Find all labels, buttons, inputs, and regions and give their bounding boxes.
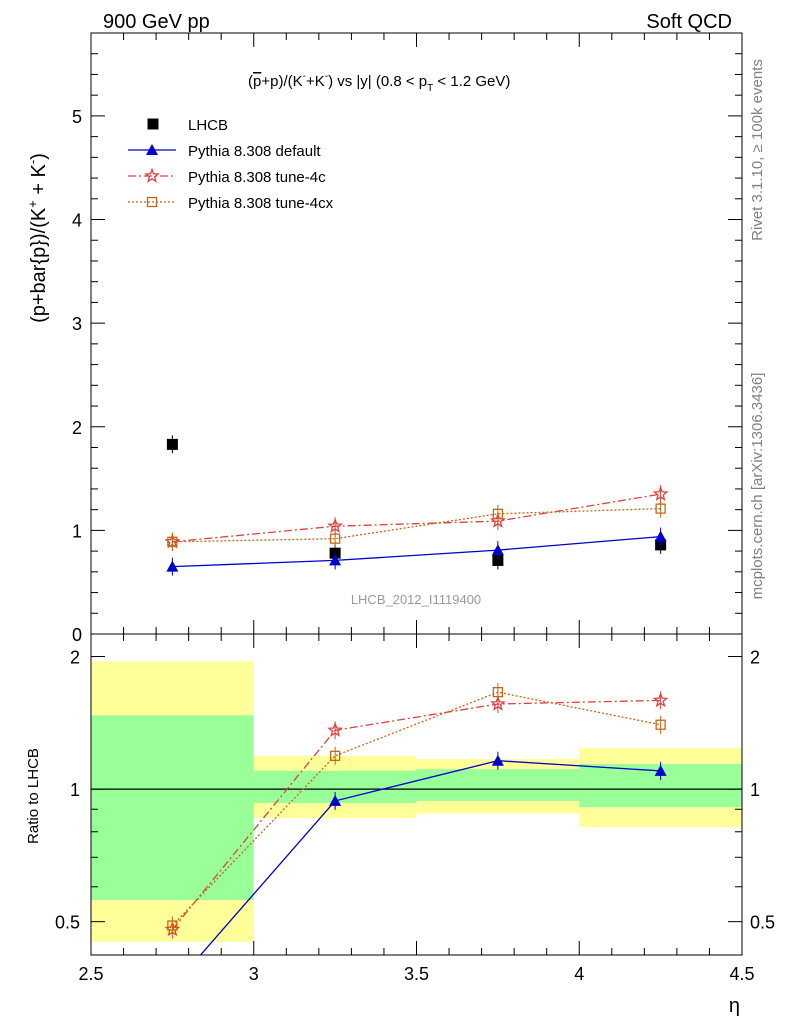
main-title: (p+p)/(K-+K-) vs |y| (0.8 < pT < 1.2 GeV… <box>248 71 510 94</box>
series-line <box>171 691 661 926</box>
mcplots-side-label: mcplots.cern.ch [arXiv:1306.3436] <box>749 373 766 600</box>
series-pythia-8-308-default <box>166 751 667 992</box>
data-point <box>652 692 669 708</box>
series-pythia-8-308-default <box>166 527 667 576</box>
series-line <box>199 760 661 955</box>
x-axis-label: η <box>729 995 740 1017</box>
main-y-tick-label-5: 5 <box>72 107 82 127</box>
main-ylabel: (p+bar{p})/(K+ + K-) <box>25 153 50 323</box>
x-tick-label-3: 3 <box>249 964 259 984</box>
svg-text:(p+p)/(K-+K-) vs |y| (0.8 < pT: (p+p)/(K-+K-) vs |y| (0.8 < pT < 1.2 GeV… <box>248 71 510 94</box>
data-point <box>167 536 178 547</box>
legend-label: LHCB <box>188 117 228 134</box>
legend-label: Pythia 8.308 tune-4cx <box>188 195 334 212</box>
svg-text:(p+bar{p})/(K+ + K-): (p+bar{p})/(K+ + K-) <box>25 153 50 323</box>
header-left: 900 GeV pp <box>103 11 210 33</box>
legend-label: Pythia 8.308 default <box>188 143 321 160</box>
data-point <box>167 920 178 931</box>
ratio-y-tick-label-right-2: 2 <box>750 648 760 668</box>
data-point <box>492 687 504 698</box>
header-right: Soft QCD <box>646 11 732 33</box>
ratio-panel: 2.5 3 3.5 4 4.5 0.5 0.5 1 1 2 2 <box>55 633 775 992</box>
data-point <box>329 533 341 544</box>
main-y-tick-label-1: 1 <box>72 521 82 541</box>
x-tick-label-2.5: 2.5 <box>78 964 103 984</box>
ratio-y-tick-label-right-0.5: 0.5 <box>750 913 775 933</box>
main-y-tick-label-0: 0 <box>72 625 82 645</box>
series-pythia-8-308-tune-4cx <box>167 499 666 551</box>
main-y-tick-label-3: 3 <box>72 314 82 334</box>
legend-marker <box>146 196 158 208</box>
legend-label: Pythia 8.308 tune-4c <box>188 169 326 186</box>
legend-marker <box>146 144 158 155</box>
ratio-y-tick-label-left-1: 1 <box>70 780 80 800</box>
data-point <box>329 554 342 566</box>
main-y-tick-label-4: 4 <box>72 211 82 231</box>
ratio-band-green-2 <box>416 769 580 801</box>
series-line <box>172 507 661 543</box>
x-tick-label-4.5: 4.5 <box>729 964 754 984</box>
ratio-ylabel: Ratio to LHCB <box>25 748 42 844</box>
legend-marker <box>144 167 160 183</box>
data-point <box>654 530 667 542</box>
data-point <box>329 794 342 806</box>
data-point <box>654 764 667 776</box>
legend-marker <box>147 118 159 130</box>
data-point <box>491 754 504 766</box>
ratio-band-green-0 <box>91 715 254 900</box>
series-pythia-8-308-tune-4cx <box>167 683 666 935</box>
main-panel: 0 1 2 3 4 5 <box>72 32 743 645</box>
series-line <box>171 699 661 930</box>
ratio-y-tick-label-left-0.5: 0.5 <box>55 913 80 933</box>
x-tick-label-4: 4 <box>574 964 584 984</box>
main-y-tick-label-2: 2 <box>72 418 82 438</box>
data-point <box>655 503 666 514</box>
data-point <box>652 485 669 501</box>
data-point <box>329 750 341 761</box>
data-point <box>492 508 504 519</box>
data-point <box>166 438 178 450</box>
data-point <box>166 981 178 992</box>
data-point <box>491 544 504 556</box>
series-lhcb <box>166 435 667 570</box>
data-point <box>655 719 666 730</box>
series-line <box>172 493 661 543</box>
series-pythia-8-308-tune-4c <box>164 691 669 939</box>
series-line <box>172 535 661 568</box>
ratio-y-tick-label-right-1: 1 <box>750 780 760 800</box>
data-point <box>492 554 504 566</box>
ratio-y-tick-label-left-2: 2 <box>70 648 80 668</box>
analysis-watermark: LHCB_2012_I1119400 <box>351 592 481 607</box>
data-point <box>327 517 344 533</box>
data-point <box>327 722 344 737</box>
data-point <box>489 695 506 711</box>
data-point <box>166 560 179 572</box>
rivet-side-label: Rivet 3.1.10, ≥ 100k events <box>749 59 766 241</box>
x-tick-label-3.5: 3.5 <box>404 964 429 984</box>
legend: LHCB Pythia 8.308 default Pythia 8.308 tun… <box>128 117 334 212</box>
